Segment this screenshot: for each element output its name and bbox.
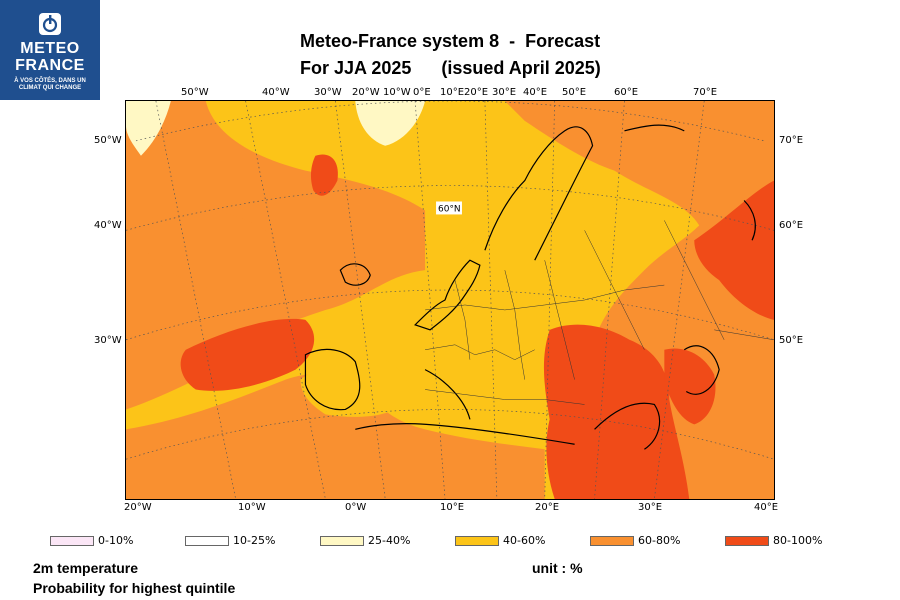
coastlines [304, 124, 756, 450]
region-40-60-europe [398, 153, 597, 385]
legend-swatch [725, 536, 769, 546]
top-lon-label: 60°E [614, 87, 639, 98]
lat-label-box [436, 201, 462, 215]
logo-text-line2: FRANCE [15, 57, 85, 74]
top-lon-label: 10°E [440, 87, 465, 98]
product-label: Probability for highest quintile [33, 580, 236, 596]
bottom-lon-label: 30°E [638, 502, 663, 513]
region-80-100-caspian [664, 348, 716, 425]
top-lon-label: 20°W [352, 87, 380, 98]
bottom-lon-label: 10°W [238, 502, 266, 513]
graticule [126, 101, 774, 499]
top-lon-label: 70°E [693, 87, 718, 98]
left-lon-label: 40°W [94, 220, 122, 231]
lat-label-60n: 60°N [438, 204, 461, 214]
top-lon-label: 40°E [523, 87, 548, 98]
left-lon-label: 30°W [94, 335, 122, 346]
top-lon-label: 50°E [562, 87, 587, 98]
left-lon-label: 50°W [94, 135, 122, 146]
legend-swatch [320, 536, 364, 546]
top-lon-label: 30°W [314, 87, 342, 98]
region-25-40-greenland [126, 101, 171, 156]
top-lon-label: 50°W [181, 87, 209, 98]
region-80-100-north-atlantic [310, 154, 338, 196]
legend-label: 60-80% [638, 534, 681, 547]
map-title-line2: For JJA 2025 (issued April 2025) [300, 58, 601, 78]
logo-text-line1: METEO [20, 40, 80, 57]
legend-label: 80-100% [773, 534, 823, 547]
legend-swatch [455, 536, 499, 546]
legend-label: 0-10% [98, 534, 134, 547]
legend-label: 10-25% [233, 534, 276, 547]
bottom-lon-label: 20°E [535, 502, 560, 513]
legend-label: 25-40% [368, 534, 411, 547]
legend-swatch [590, 536, 634, 546]
bottom-lon-label: 40°E [754, 502, 779, 513]
region-60-80-west-patch [145, 209, 276, 291]
region-60-80-south [126, 374, 545, 499]
right-lon-label: 50°E [779, 335, 804, 346]
top-lon-label: 30°E [492, 87, 517, 98]
region-25-40-north [355, 101, 426, 146]
legend-swatch [185, 536, 229, 546]
top-lon-label: 10°W [383, 87, 411, 98]
unit-label: unit : % [532, 560, 583, 576]
right-lon-label: 70°E [779, 135, 804, 146]
top-lon-label: 20°E [464, 87, 489, 98]
map-title-line1: Meteo-France system 8 - Forecast [300, 31, 601, 51]
region-80-100-atlantic [180, 318, 315, 391]
top-lon-label: 0°E [413, 87, 431, 98]
bottom-lon-label: 20°W [124, 502, 152, 513]
bottom-lon-label: 10°E [440, 502, 465, 513]
meteo-france-logo: METEO FRANCE À VOS CÔTÉS, DANS UN CLIMAT… [0, 0, 100, 100]
legend-label: 40-60% [503, 534, 546, 547]
probability-map: 60°N [125, 100, 775, 500]
legend-swatch [50, 536, 94, 546]
right-lon-label: 60°E [779, 220, 804, 231]
meteo-france-emblem-icon [39, 13, 61, 35]
country-borders [425, 220, 774, 405]
region-40-60-iberia [300, 357, 410, 417]
bottom-lon-label: 0°W [345, 502, 367, 513]
logo-tagline: À VOS CÔTÉS, DANS UN CLIMAT QUI CHANGE [14, 78, 86, 91]
top-lon-label: 40°W [262, 87, 290, 98]
variable-label: 2m temperature [33, 560, 139, 576]
